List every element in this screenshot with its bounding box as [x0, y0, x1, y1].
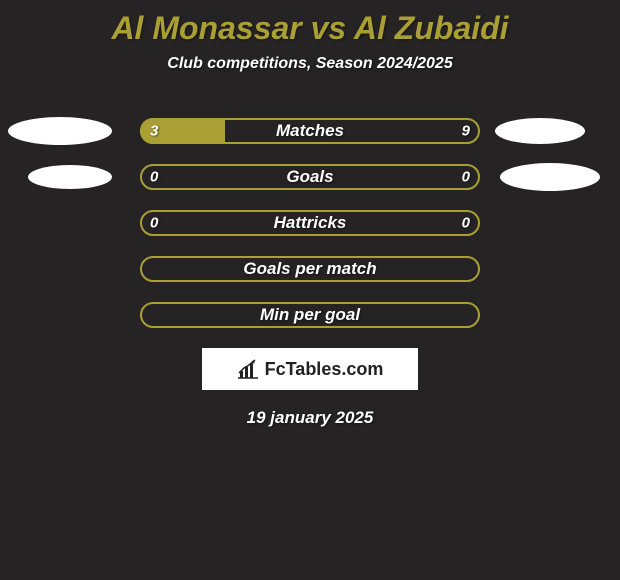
stat-value-left: 0: [150, 215, 158, 232]
stat-label: Matches: [140, 121, 480, 141]
stat-row: Hattricks0 0: [0, 210, 620, 236]
stat-row: Goals per match: [0, 256, 620, 282]
stat-label: Hattricks: [140, 213, 480, 233]
stat-bar: Goals per match: [140, 256, 480, 282]
team-logo-placeholder-left: [28, 165, 112, 189]
stat-bar: Hattricks0 0: [140, 210, 480, 236]
team-logo-placeholder-right: [500, 163, 600, 191]
comparison-infographic: Al Monassar vs Al Zubaidi Club competiti…: [0, 0, 620, 580]
stat-bar: Matches3 9: [140, 118, 480, 144]
stat-bar: Min per goal: [140, 302, 480, 328]
stat-value-right: 0: [462, 215, 470, 232]
stat-label: Goals per match: [140, 259, 480, 279]
stat-value-right: 9: [462, 123, 470, 140]
team-logo-placeholder-left: [8, 117, 112, 145]
bar-chart-icon: [237, 359, 259, 379]
logo-content: FcTables.com: [237, 359, 384, 380]
stat-row: Matches3 9: [0, 118, 620, 144]
stat-label: Goals: [140, 167, 480, 187]
stat-value-right: 0: [462, 169, 470, 186]
page-title: Al Monassar vs Al Zubaidi: [0, 0, 620, 47]
logo-text: FcTables.com: [265, 359, 384, 380]
stat-bar: Goals0 0: [140, 164, 480, 190]
stat-value-left: 0: [150, 169, 158, 186]
logo-box: FcTables.com: [202, 348, 418, 390]
stat-row: Goals0 0: [0, 164, 620, 190]
date-text: 19 january 2025: [0, 408, 620, 428]
stat-row: Min per goal: [0, 302, 620, 328]
page-subtitle: Club competitions, Season 2024/2025: [0, 55, 620, 73]
stat-value-left: 3: [150, 123, 158, 140]
stat-label: Min per goal: [140, 305, 480, 325]
team-logo-placeholder-right: [495, 118, 585, 144]
stats-area: Matches39Goals00Hattricks00Goals per mat…: [0, 118, 620, 328]
